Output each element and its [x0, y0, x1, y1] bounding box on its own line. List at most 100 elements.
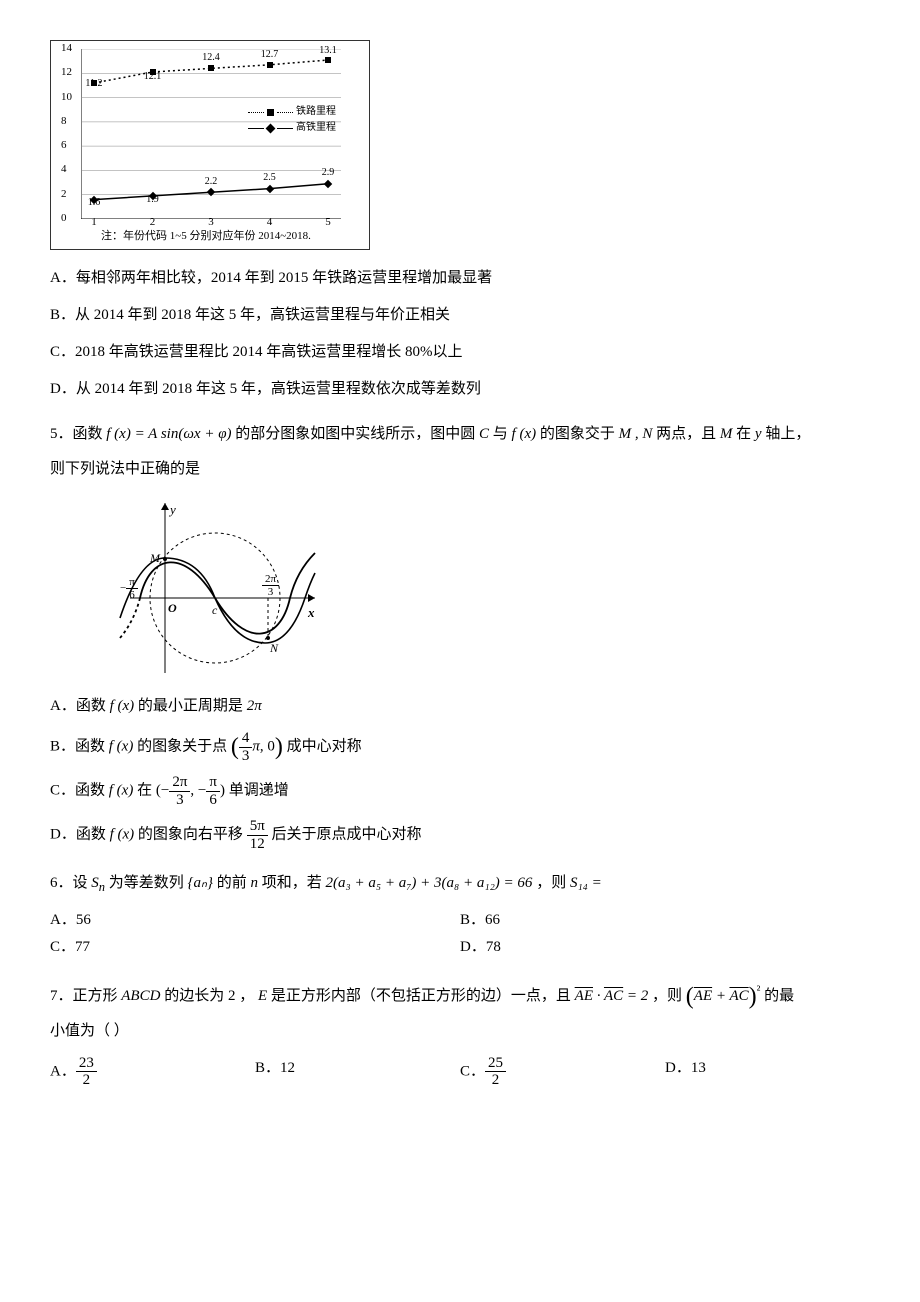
math-fx: f (x) = A sin(ωx + φ) [106, 426, 231, 442]
math: S [91, 875, 99, 891]
q4-option-a: A．每相邻两年相比较，2014 年到 2015 年铁路运营里程增加最显著 [50, 265, 870, 292]
data-label: 1.9 [146, 191, 159, 209]
math: 2(a₃ + a₅ + a₇) + 3(a₈ + a₁₂) = 66 [326, 875, 533, 891]
math: S₁₄ = [570, 875, 602, 891]
chart-note: 注：年份代码 1~5 分别对应年份 2014~2018. [101, 227, 311, 247]
ytick: 12 [61, 63, 72, 83]
math: {aₙ} [188, 875, 213, 891]
text: 7．正方形 [50, 988, 121, 1004]
text: 为等差数列 [109, 875, 188, 891]
vec-ae: AE [575, 988, 593, 1004]
point-n-label: N [270, 638, 278, 660]
q7-options: A．232 B．12 C．252 D．13 [50, 1055, 870, 1089]
math: π [252, 738, 260, 754]
frac-d: 6 [126, 589, 138, 601]
ytick: 8 [61, 112, 67, 132]
label: A． [50, 1063, 76, 1079]
axis-label-x: x [308, 601, 315, 624]
math-m: M [720, 426, 733, 442]
q5-option-b: B．函数 f (x) 的图象关于点 (43π, 0) 成中心对称 [50, 730, 870, 764]
vec-ac: AC [729, 988, 748, 1004]
ytick: 0 [61, 209, 67, 229]
text: 的边长为 [164, 988, 228, 1004]
frac-d: 3 [169, 792, 190, 809]
q7-option-a: A．232 [50, 1055, 255, 1089]
data-label: 12.1 [144, 68, 162, 86]
frac-n: 5π [247, 818, 268, 836]
text: 在 [133, 782, 156, 798]
text: 在 [736, 426, 755, 442]
q6-option-a: A．56 [50, 907, 460, 934]
ytick: 14 [61, 39, 72, 59]
text: ，则 [536, 875, 570, 891]
math-mn: M , N [619, 426, 653, 442]
data-label: 13.1 [319, 42, 337, 60]
math: ABCD [121, 988, 160, 1004]
frac-n: 2π [262, 573, 279, 586]
text: A．函数 [50, 698, 110, 714]
q6-stem: 6．设 Sn 为等差数列 {aₙ} 的前 n 项和，若 2(a₃ + a₅ + … [50, 870, 870, 899]
q6-row2: C．77 D．78 [50, 934, 870, 961]
math: 2 [228, 988, 236, 1004]
origin-label: O [168, 598, 177, 620]
math-fx: f (x) [512, 426, 537, 442]
text: 单调递增 [229, 782, 289, 798]
ytick: 2 [61, 185, 67, 205]
two-pi-3-label: 2π3 [262, 573, 279, 598]
math: f (x) [109, 782, 134, 798]
legend-label: 高铁里程 [296, 120, 336, 136]
frac-n: 25 [485, 1055, 506, 1073]
q5-option-a: A．函数 f (x) 的最小正周期是 2π [50, 693, 870, 720]
q5-option-d: D．函数 f (x) 的图象向右平移 5π12 后关于原点成中心对称 [50, 818, 870, 852]
eq: = 2 [623, 988, 648, 1004]
text: , 0 [260, 738, 275, 754]
frac-d: 2 [485, 1072, 506, 1089]
axis-label-y: y [170, 498, 176, 521]
data-label: 12.4 [202, 49, 220, 67]
frac-d: 3 [239, 748, 253, 765]
frac-n: 2π [169, 774, 190, 792]
ytick: 4 [61, 160, 67, 180]
q7-option-d: D．13 [665, 1055, 870, 1089]
data-label: 1.6 [88, 194, 101, 212]
text: B．函数 [50, 738, 109, 754]
ytick: 10 [61, 88, 72, 108]
q7-stem-line2: 小值为（ ） [50, 1018, 870, 1045]
sq: ² [757, 983, 761, 997]
frac-n: π [206, 774, 220, 792]
neg-pi-6-label: −π6 [120, 576, 138, 601]
text: C．函数 [50, 782, 109, 798]
point-m-label: M [150, 548, 160, 570]
q7-option-b: B．12 [255, 1055, 460, 1089]
text: 的图象交于 [540, 426, 619, 442]
ytick: 6 [61, 136, 67, 156]
center-c-label: c [212, 600, 217, 622]
frac-n: 4 [239, 730, 253, 748]
text: 5．函数 [50, 426, 106, 442]
q7-stem: 7．正方形 ABCD 的边长为 2 ， E 是正方形内部（不包括正方形的边）一点… [50, 979, 870, 1010]
sub: n [99, 880, 105, 894]
math-y: y [755, 426, 762, 442]
data-label: 2.2 [205, 173, 218, 191]
dot: · [593, 988, 604, 1004]
data-label: 2.9 [322, 164, 335, 182]
math: f (x) [109, 738, 134, 754]
data-label: 2.5 [263, 169, 276, 187]
text: ，则 [652, 988, 686, 1004]
math-c: C [479, 426, 489, 442]
text: 后关于原点成中心对称 [272, 826, 422, 842]
q5-figure: y x O M N c −π6 2π3 [90, 498, 320, 678]
q6-row1: A．56 B．66 [50, 907, 870, 934]
q4-option-d: D．从 2014 年到 2018 年这 5 年，高铁运营里程数依次成等差数列 [50, 376, 870, 403]
text: 的图象关于点 [133, 738, 231, 754]
text: 的最 [764, 988, 794, 1004]
vec-ac: AC [604, 988, 623, 1004]
math: 2π [247, 698, 262, 714]
chart-plot-area: 14 12 10 8 6 4 2 0 1 2 3 4 5 [81, 49, 341, 219]
frac-n: π [126, 576, 138, 589]
chart-legend: 铁路里程 高铁里程 [248, 104, 336, 136]
q6-option-d: D．78 [460, 934, 870, 961]
railway-chart: 14 12 10 8 6 4 2 0 1 2 3 4 5 [50, 40, 370, 250]
q5-stem: 5．函数 f (x) = A sin(ωx + φ) 的部分图象如图中实线所示，… [50, 421, 870, 448]
q5-stem-line2: 则下列说法中正确的是 [50, 456, 870, 483]
